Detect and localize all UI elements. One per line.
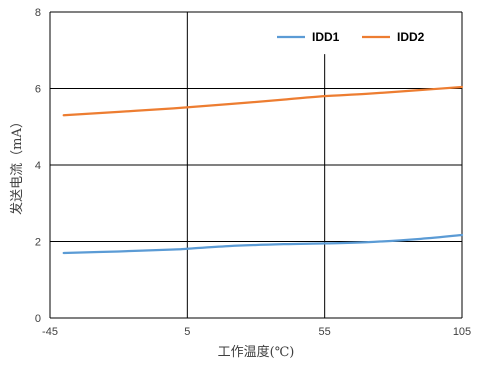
x-tick-label-2: 55: [319, 326, 331, 338]
x-tick-label-0: -45: [42, 326, 58, 338]
legend-label-idd2: IDD2: [397, 30, 425, 44]
y-tick-label-2: 4: [35, 160, 41, 172]
y-axis-label: 发送电流（mA）: [9, 115, 25, 215]
y-tick-label-4: 8: [35, 7, 41, 19]
y-tick-label-3: 6: [35, 84, 41, 96]
legend-label-idd1: IDD1: [312, 30, 340, 44]
axes: [49, 12, 463, 319]
series-line-idd1: [62, 233, 464, 255]
x-tick-label-1: 5: [184, 326, 190, 338]
gridlines: [50, 11, 462, 319]
y-tick-label-1: 2: [35, 237, 41, 249]
legend: IDD1 IDD2: [277, 30, 425, 44]
x-axis-label: 工作温度(℃): [218, 344, 295, 360]
series-lines: [62, 85, 464, 255]
x-tick-label-3: 105: [453, 326, 471, 338]
series-line-idd2: [62, 85, 464, 117]
y-tick-label-0: 0: [35, 313, 41, 325]
